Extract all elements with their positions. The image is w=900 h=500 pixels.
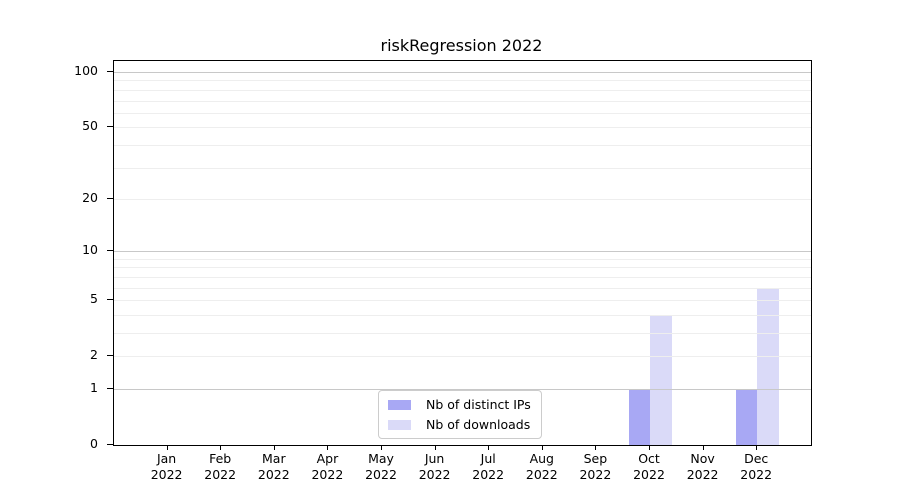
x-tick-mark xyxy=(488,445,490,450)
minor-gridline xyxy=(114,314,811,316)
x-tick-mark xyxy=(381,445,382,450)
legend-label-distinct-ips: Nb of distinct IPs xyxy=(426,397,531,412)
legend-swatch-distinct-ips xyxy=(388,399,411,410)
minor-gridline xyxy=(114,276,811,278)
x-tick-mark xyxy=(541,445,543,450)
x-tick-label: Dec 2022 xyxy=(740,451,773,482)
x-tick-mark xyxy=(434,445,436,450)
x-tick-mark xyxy=(595,445,597,450)
minor-gridline xyxy=(114,198,811,200)
major-gridline xyxy=(114,72,811,73)
legend-swatch-downloads xyxy=(388,419,411,430)
x-tick-label: Jul 2022 xyxy=(472,451,505,482)
minor-gridline xyxy=(114,356,811,358)
y-tick-label: 1 xyxy=(90,380,98,395)
minor-gridline xyxy=(114,80,811,82)
x-tick-label: Nov 2022 xyxy=(686,451,719,482)
legend-item-downloads: Nb of downloads xyxy=(388,416,531,433)
plot-area xyxy=(113,60,812,446)
x-tick-label: May 2022 xyxy=(365,451,397,482)
minor-gridline xyxy=(114,287,811,289)
x-tick-label: Oct 2022 xyxy=(633,451,665,482)
major-gridline xyxy=(114,389,811,390)
x-tick-label: Feb 2022 xyxy=(204,451,237,482)
y-tick-label: 10 xyxy=(82,242,98,258)
gridlines-layer xyxy=(114,61,811,445)
y-tick-label: 50 xyxy=(82,118,98,134)
y-tick-label: 2 xyxy=(90,347,98,363)
y-tick-mark xyxy=(107,388,113,389)
bar-downloads xyxy=(757,287,779,445)
y-tick-label: 20 xyxy=(82,189,98,205)
x-tick-mark xyxy=(649,445,650,450)
minor-gridline xyxy=(114,89,811,91)
bar-distinct-ips xyxy=(735,388,758,445)
y-tick-mark xyxy=(107,197,113,199)
x-tick-mark xyxy=(702,445,704,450)
y-tick-mark xyxy=(107,71,113,72)
y-tick-mark xyxy=(107,299,113,301)
minor-gridline xyxy=(114,258,811,260)
minor-gridline xyxy=(114,267,811,269)
y-tick-label: 5 xyxy=(90,291,98,307)
x-tick-label: Apr 2022 xyxy=(311,451,344,482)
bar-downloads xyxy=(650,314,672,445)
x-tick-label: Jan 2022 xyxy=(150,451,183,482)
major-gridline xyxy=(114,251,811,253)
x-tick-mark xyxy=(220,445,222,450)
legend-item-distinct-ips: Nb of distinct IPs xyxy=(388,396,531,413)
x-tick-label: Jun 2022 xyxy=(418,451,451,482)
minor-gridline xyxy=(114,100,811,102)
minor-gridline xyxy=(114,112,811,114)
y-tick-mark xyxy=(107,126,113,128)
y-tick-mark xyxy=(107,355,113,357)
y-tick-mark xyxy=(107,250,113,252)
x-tick-label: Aug 2022 xyxy=(525,451,558,482)
x-tick-mark xyxy=(166,445,168,450)
minor-gridline xyxy=(114,300,811,302)
bar-distinct-ips xyxy=(628,388,650,445)
y-tick-label: 100 xyxy=(74,63,98,78)
minor-gridline xyxy=(114,167,811,169)
x-tick-mark xyxy=(273,445,275,450)
bars-layer xyxy=(114,61,811,445)
x-tick-mark xyxy=(327,445,329,450)
chart-title: riskRegression 2022 xyxy=(380,36,543,55)
x-tick-label: Mar 2022 xyxy=(257,451,290,482)
y-tick-mark xyxy=(107,444,113,445)
minor-gridline xyxy=(114,127,811,129)
x-tick-label: Sep 2022 xyxy=(579,451,612,482)
y-tick-label: 0 xyxy=(90,436,98,451)
legend-label-downloads: Nb of downloads xyxy=(426,417,531,432)
legend: Nb of distinct IPs Nb of downloads xyxy=(378,390,542,439)
minor-gridline xyxy=(114,333,811,334)
x-tick-mark xyxy=(756,445,758,450)
minor-gridline xyxy=(114,144,811,146)
